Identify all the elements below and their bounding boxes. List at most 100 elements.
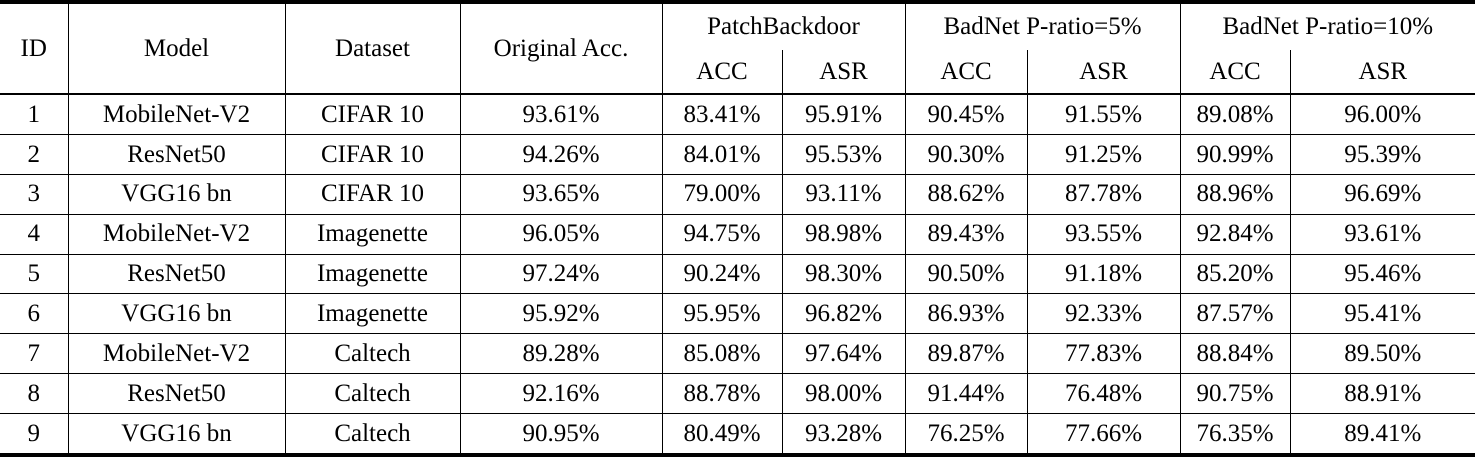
col-header-id: ID [20, 34, 47, 62]
table-row: 4 MobileNet-V2 Imagenette 96.05% 94.75% 98.98… [0, 213, 1475, 255]
table-row: 2 ResNet50 CIFAR 10 94.26% 84.01% 95.53% 90.30… [0, 133, 1475, 175]
cell-original-acc: 92.16% [459, 373, 662, 414]
cell-model: MobileNet-V2 [67, 333, 285, 374]
cell-id: 8 [0, 373, 68, 414]
col-header-original-acc: Original Acc. [459, 2, 662, 94]
cell-badnet-p10-acc: 88.96% [1179, 173, 1291, 215]
col-header-model: Model [67, 2, 285, 94]
group-header-badnet-p10: BadNet P-ratio=10% [1179, 2, 1475, 50]
cell-patchbackdoor-acc: 95.95% [661, 293, 782, 334]
cell-original-acc: 93.61% [459, 92, 662, 135]
subheader-patchbackdoor-asr: ASR [781, 50, 906, 94]
cell-id: 1 [0, 92, 68, 135]
cell-badnet-p10-acc: 88.84% [1179, 333, 1291, 374]
cell-dataset: Caltech [284, 373, 460, 414]
cell-badnet-p10-asr: 95.46% [1289, 253, 1475, 294]
cell-dataset: Imagenette [284, 253, 460, 294]
cell-original-acc: 90.95% [459, 413, 662, 456]
cell-model: ResNet50 [67, 373, 285, 414]
cell-badnet-p5-acc: 89.87% [904, 333, 1028, 374]
cell-badnet-p10-acc: 90.75% [1179, 373, 1291, 414]
cell-dataset: CIFAR 10 [284, 92, 460, 135]
subheader-badnet-p5-asr: ASR [1026, 50, 1181, 94]
cell-badnet-p10-asr: 96.00% [1289, 92, 1475, 135]
cell-badnet-p5-asr: 77.66% [1026, 413, 1181, 456]
cell-id: 4 [0, 213, 68, 255]
cell-patchbackdoor-asr: 95.91% [781, 92, 906, 135]
table-row: 5 ResNet50 Imagenette 97.24% 90.24% 98.30% 90.… [0, 253, 1475, 294]
subheader-badnet-p10-acc: ACC [1179, 50, 1291, 94]
cell-patchbackdoor-acc: 80.49% [661, 413, 782, 456]
cell-badnet-p10-asr: 89.41% [1289, 413, 1475, 456]
cell-dataset: Imagenette [284, 293, 460, 334]
cell-id: 9 [0, 413, 68, 456]
cell-badnet-p5-asr: 93.55% [1026, 213, 1181, 255]
cell-badnet-p5-acc: 90.50% [904, 253, 1028, 294]
subheader-badnet-p5-acc: ACC [904, 50, 1028, 94]
cell-badnet-p10-acc: 92.84% [1179, 213, 1291, 255]
cell-original-acc: 94.26% [459, 133, 662, 175]
cell-id: 2 [0, 133, 68, 175]
cell-badnet-p5-acc: 89.43% [904, 213, 1028, 255]
cell-badnet-p10-asr: 93.61% [1289, 213, 1475, 255]
subheader-patchbackdoor-acc: ACC [661, 50, 782, 94]
cell-badnet-p5-asr: 92.33% [1026, 293, 1181, 334]
cell-model: VGG16 bn [67, 413, 285, 456]
cell-patchbackdoor-acc: 85.08% [661, 333, 782, 374]
cell-badnet-p10-asr: 95.39% [1289, 133, 1475, 175]
cell-badnet-p5-acc: 91.44% [904, 373, 1028, 414]
table-body: 1 MobileNet-V2 CIFAR 10 93.61% 83.41% 95.91% 9… [0, 92, 1475, 456]
table-row: 9 VGG16 bn Caltech 90.95% 80.49% 93.28% 76.25%… [0, 413, 1475, 456]
cell-original-acc: 96.05% [459, 213, 662, 255]
cell-badnet-p5-asr: 77.83% [1026, 333, 1181, 374]
cell-badnet-p5-asr: 91.55% [1026, 92, 1181, 135]
group-header-patchbackdoor: PatchBackdoor [661, 2, 906, 50]
cell-patchbackdoor-asr: 98.30% [781, 253, 906, 294]
cell-original-acc: 97.24% [459, 253, 662, 294]
cell-badnet-p5-asr: 91.25% [1026, 133, 1181, 175]
group-header-badnet-p5: BadNet P-ratio=5% [904, 2, 1181, 50]
cell-badnet-p5-acc: 88.62% [904, 173, 1028, 215]
cell-model: ResNet50 [67, 133, 285, 175]
cell-id: 6 [0, 293, 68, 334]
cell-model: MobileNet-V2 [67, 213, 285, 255]
cell-id: 3 [0, 173, 68, 215]
header-row-subcolumns: ACC ASR ACC ASR ACC ASR [0, 50, 1475, 94]
table-header: ID Model Dataset Original Acc. PatchBack… [0, 2, 1475, 94]
cell-badnet-p5-acc: 86.93% [904, 293, 1028, 334]
cell-patchbackdoor-acc: 90.24% [661, 253, 782, 294]
cell-original-acc: 89.28% [459, 333, 662, 374]
cell-patchbackdoor-asr: 93.11% [781, 173, 906, 215]
cell-badnet-p10-asr: 96.69% [1289, 173, 1475, 215]
cell-badnet-p10-acc: 90.99% [1179, 133, 1291, 175]
cell-badnet-p10-asr: 95.41% [1289, 293, 1475, 334]
cell-patchbackdoor-asr: 93.28% [781, 413, 906, 456]
col-header-dataset: Dataset [284, 2, 460, 94]
cell-patchbackdoor-acc: 94.75% [661, 213, 782, 255]
cell-original-acc: 95.92% [459, 293, 662, 334]
cell-dataset: CIFAR 10 [284, 133, 460, 175]
cell-badnet-p10-acc: 87.57% [1179, 293, 1291, 334]
table-row: 7 MobileNet-V2 Caltech 89.28% 85.08% 97.64% 89… [0, 333, 1475, 374]
table-row: 6 VGG16 bn Imagenette 95.92% 95.95% 96.82% 86.… [0, 293, 1475, 334]
cell-patchbackdoor-asr: 98.00% [781, 373, 906, 414]
cell-badnet-p5-acc: 90.45% [904, 92, 1028, 135]
cell-patchbackdoor-asr: 97.64% [781, 333, 906, 374]
cell-badnet-p5-acc: 90.30% [904, 133, 1028, 175]
cell-badnet-p10-acc: 89.08% [1179, 92, 1291, 135]
cell-dataset: Caltech [284, 333, 460, 374]
cell-dataset: Imagenette [284, 213, 460, 255]
cell-dataset: CIFAR 10 [284, 173, 460, 215]
cell-badnet-p5-asr: 76.48% [1026, 373, 1181, 414]
cell-id: 7 [0, 333, 68, 374]
cell-patchbackdoor-asr: 96.82% [781, 293, 906, 334]
cell-model: MobileNet-V2 [67, 92, 285, 135]
cell-patchbackdoor-asr: 98.98% [781, 213, 906, 255]
cell-model: VGG16 bn [67, 293, 285, 334]
cell-patchbackdoor-acc: 83.41% [661, 92, 782, 135]
cell-badnet-p5-acc: 76.25% [904, 413, 1028, 456]
cell-badnet-p10-acc: 85.20% [1179, 253, 1291, 294]
subheader-badnet-p10-asr: ASR [1289, 50, 1475, 94]
header-row-groups: ID Model Dataset Original Acc. PatchBack… [0, 2, 1475, 94]
